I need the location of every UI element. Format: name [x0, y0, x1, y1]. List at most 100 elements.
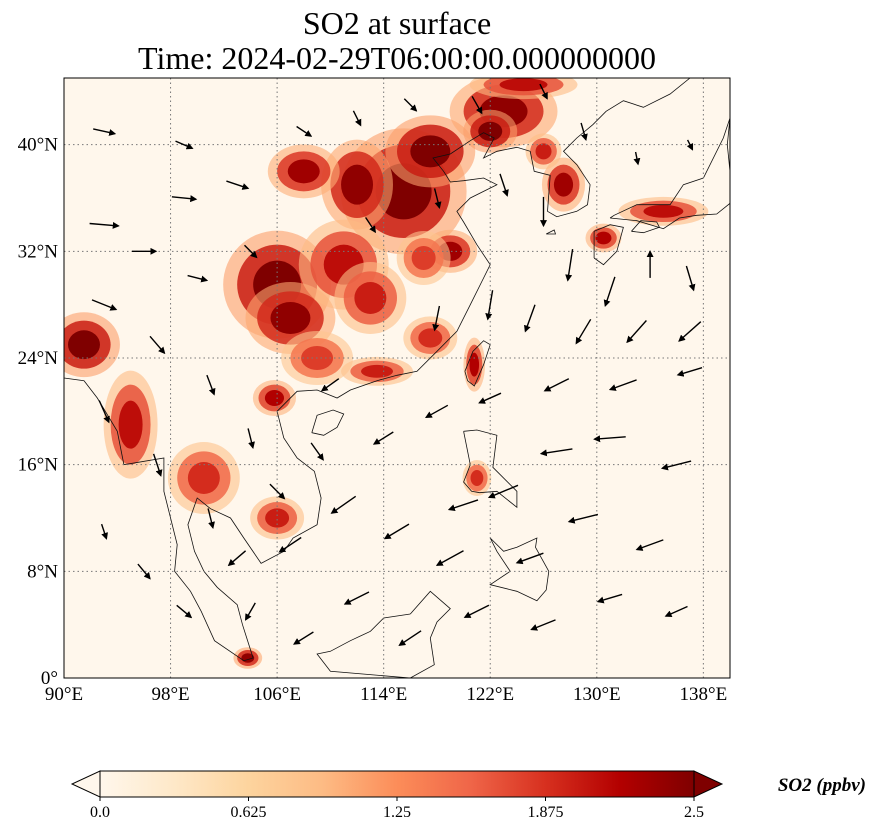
coastline: [546, 229, 557, 235]
coastlines: [64, 78, 730, 678]
wind-vectors: [89, 83, 703, 646]
wind-arrow: [296, 125, 313, 137]
coastline: [593, 224, 624, 266]
so2-heatmap: [64, 78, 709, 669]
plot-frame: [63, 77, 731, 679]
so2-hotspot-core: [265, 508, 290, 528]
so2-hotspot-core: [595, 231, 612, 245]
wind-arrow: [176, 604, 193, 619]
wind-arrow: [343, 591, 370, 605]
colorbar: 0.0 0.625 1.25 1.875 2.5 SO2 (ppbv): [70, 770, 866, 821]
wind-arrow: [575, 318, 592, 345]
wind-arrow: [207, 508, 215, 529]
coastline: [316, 590, 451, 678]
wind-arrow: [293, 631, 314, 645]
so2-hotspot-core: [341, 164, 374, 205]
x-tick-label: 130°E: [573, 684, 621, 705]
so2-hotspot-core: [410, 135, 451, 168]
wind-arrow: [660, 460, 692, 471]
so2-hotspot-core: [287, 159, 320, 184]
wind-arrow: [310, 442, 324, 461]
wind-arrow: [685, 265, 696, 292]
wind-arrow: [383, 523, 410, 540]
wind-arrow: [524, 304, 536, 333]
y-tick-label: 40°N: [18, 135, 59, 156]
so2-hotspot-core: [67, 330, 100, 360]
so2-hotspot-core: [478, 121, 503, 141]
colorbar-extend-min: [70, 770, 101, 798]
colorbar-label: SO2 (ppbv): [778, 775, 866, 796]
wind-arrow: [626, 320, 647, 344]
wind-arrow: [98, 400, 110, 424]
colorbar-tick-label: 2.5: [684, 804, 704, 821]
wind-arrow: [372, 431, 394, 445]
wind-arrow: [580, 122, 588, 142]
y-tick-label: 24°N: [18, 348, 59, 369]
y-tick-label: 0°: [41, 668, 58, 689]
colorbar-extend-max: [693, 770, 724, 798]
so2-hotspot-core: [418, 328, 443, 348]
wind-arrow: [89, 221, 120, 229]
coastline: [464, 340, 491, 387]
so2-hotspot-core: [499, 78, 548, 92]
wind-arrow: [352, 110, 362, 127]
so2-hotspot-core: [264, 390, 285, 406]
wind-arrow: [608, 379, 637, 391]
wind-arrow: [245, 602, 256, 621]
wind-arrow: [435, 550, 464, 566]
wind-arrow: [206, 374, 216, 396]
wind-arrow: [137, 563, 151, 580]
x-tick-label: 90°E: [45, 684, 83, 705]
colorbar-tick-label: 1.25: [383, 804, 411, 821]
x-tick-label: 138°E: [680, 684, 728, 705]
wind-arrow: [478, 392, 502, 404]
wind-arrow: [485, 290, 494, 321]
wind-arrow: [227, 550, 247, 567]
wind-arrow: [530, 619, 556, 631]
so2-hotspot-core: [187, 462, 220, 494]
wind-arrow: [91, 299, 118, 311]
wind-arrow: [278, 536, 302, 553]
wind-arrow: [226, 180, 250, 190]
wind-arrow: [424, 404, 449, 418]
x-tick-label: 122°E: [466, 684, 514, 705]
y-tick-label: 16°N: [18, 455, 59, 476]
y-tick-label: 32°N: [18, 241, 59, 262]
wind-arrow: [686, 139, 694, 151]
wind-arrow: [499, 173, 509, 197]
wind-arrow: [603, 276, 616, 308]
wind-arrow: [175, 140, 194, 150]
wind-arrow: [93, 128, 117, 136]
wind-arrow: [269, 483, 286, 500]
coastline: [631, 220, 660, 234]
x-tick-label: 114°E: [360, 684, 407, 705]
wind-arrow: [320, 378, 340, 392]
wind-arrow: [676, 367, 703, 377]
wind-arrow: [432, 305, 441, 332]
wind-arrow: [635, 539, 664, 551]
wind-arrow: [149, 335, 166, 355]
wind-arrow: [100, 523, 108, 540]
wind-arrow: [565, 248, 574, 282]
colorbar-tick-label: 1.875: [528, 804, 564, 821]
so2-hotspot-core: [535, 143, 552, 160]
wind-arrow: [152, 453, 163, 477]
colorbar-tick-label: 0.625: [231, 804, 267, 821]
gridlines: [64, 78, 730, 678]
wind-arrow: [471, 95, 483, 115]
x-tick-label: 106°E: [253, 684, 301, 705]
so2-hotspot-core: [411, 246, 436, 270]
wind-arrow: [403, 98, 418, 112]
x-axis-ticks: 90°E 98°E 106°E 114°E 122°E 130°E 138°E: [45, 684, 727, 705]
x-tick-label: 98°E: [151, 684, 189, 705]
wind-arrow: [487, 484, 519, 499]
so2-hotspot-core: [643, 204, 684, 218]
wind-arrow: [247, 428, 255, 449]
wind-arrow: [664, 605, 688, 618]
wind-arrow: [365, 217, 376, 234]
wind-arrow: [539, 448, 573, 457]
wind-arrow: [567, 513, 599, 524]
wind-arrow: [244, 244, 258, 259]
so2-hotspot-core: [469, 352, 480, 377]
